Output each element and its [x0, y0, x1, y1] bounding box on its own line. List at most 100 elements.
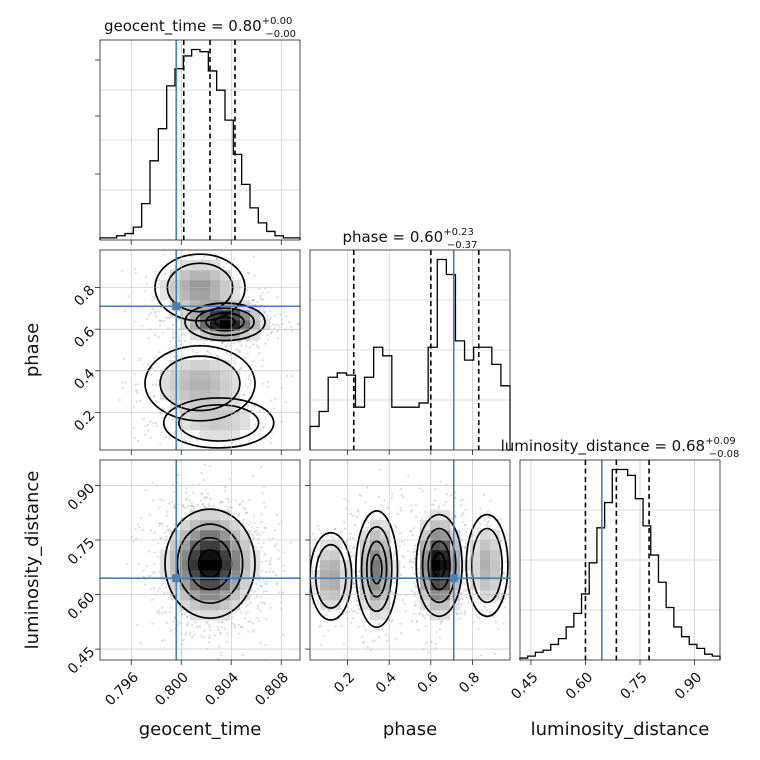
sample-point [154, 315, 158, 318]
sample-point [196, 438, 199, 442]
density-cell [200, 420, 211, 431]
sample-point [456, 612, 459, 616]
sample-point [406, 550, 410, 553]
sample-point [133, 373, 136, 376]
sample-point [399, 509, 403, 512]
density-cell [190, 260, 201, 271]
sample-point [296, 322, 299, 326]
density-cell [330, 580, 341, 591]
sample-point [312, 589, 315, 593]
sample-point [239, 625, 242, 629]
sample-point [319, 624, 322, 627]
sample-point [392, 554, 396, 557]
density-cell [450, 540, 461, 551]
density-cell [480, 550, 491, 561]
density-cell [240, 590, 251, 601]
sample-point [409, 510, 413, 513]
sample-point [454, 610, 457, 613]
sample-point [464, 542, 468, 545]
sample-point [465, 596, 468, 599]
density-cell [230, 600, 241, 611]
sample-point [149, 574, 152, 578]
density-cell [230, 370, 241, 381]
panel-frame-geocent_time [99, 39, 301, 241]
sample-point [199, 499, 203, 502]
sample-point [177, 310, 180, 313]
sample-point [258, 308, 261, 311]
density-cell [480, 580, 491, 591]
sample-point [361, 635, 364, 638]
sample-point [421, 615, 424, 618]
sample-point [183, 506, 186, 509]
sample-point [269, 606, 272, 609]
sample-point [246, 340, 249, 343]
density-cell [180, 410, 191, 421]
sample-point [141, 324, 144, 327]
density-cell [170, 560, 181, 571]
density-cell [220, 380, 231, 391]
density-cell [380, 540, 391, 551]
sample-point [137, 439, 140, 442]
density-cell [180, 560, 191, 571]
sample-point [155, 424, 158, 427]
sample-point [424, 510, 427, 513]
sample-point [203, 342, 206, 345]
density-cell [190, 380, 201, 391]
sample-point [223, 490, 227, 493]
density-cell [200, 600, 211, 611]
sample-point [144, 488, 147, 492]
sample-point [476, 616, 479, 619]
sample-point [259, 428, 262, 431]
sample-point [507, 586, 510, 589]
sample-point [353, 582, 356, 585]
density-cell [200, 410, 211, 421]
sample-point [352, 581, 355, 584]
density-cell [430, 580, 441, 591]
sample-point [486, 524, 489, 527]
sample-point [181, 612, 184, 616]
sample-point [252, 255, 255, 258]
sample-point [503, 572, 506, 575]
sample-point [183, 348, 187, 351]
sample-point [199, 635, 203, 638]
sample-point [156, 555, 159, 558]
sample-point [351, 563, 354, 566]
density-cell [240, 410, 251, 421]
sample-point [181, 505, 185, 508]
sample-point [275, 330, 278, 333]
density-cell [240, 550, 251, 561]
sample-point [434, 488, 437, 491]
sample-point [424, 625, 427, 628]
sample-point [249, 382, 252, 385]
sample-point [158, 351, 161, 354]
sample-point [186, 616, 189, 619]
sample-point [493, 652, 496, 656]
sample-point [266, 408, 269, 411]
density-cell [490, 570, 501, 581]
density-cell [200, 360, 211, 371]
sample-point [403, 542, 406, 546]
sample-point [151, 622, 154, 625]
sample-point [356, 508, 359, 511]
sample-point [252, 628, 255, 632]
density-cell [190, 550, 201, 561]
contour-line [427, 540, 451, 591]
density-cell [200, 430, 211, 441]
sample-point [251, 475, 255, 478]
sample-point [434, 647, 437, 650]
sample-point [184, 333, 187, 336]
sample-point [121, 269, 124, 272]
density-cell [210, 610, 221, 621]
density-cell [230, 540, 241, 551]
sample-point [355, 515, 359, 519]
sample-point [391, 493, 394, 496]
sample-point [152, 308, 156, 311]
density-cell [480, 560, 491, 571]
sample-point [273, 545, 277, 548]
sample-point [286, 374, 289, 377]
sample-point [417, 568, 420, 571]
density-cell [220, 320, 231, 331]
sample-point [219, 631, 222, 634]
sample-point [310, 549, 314, 552]
sample-point [172, 351, 175, 354]
